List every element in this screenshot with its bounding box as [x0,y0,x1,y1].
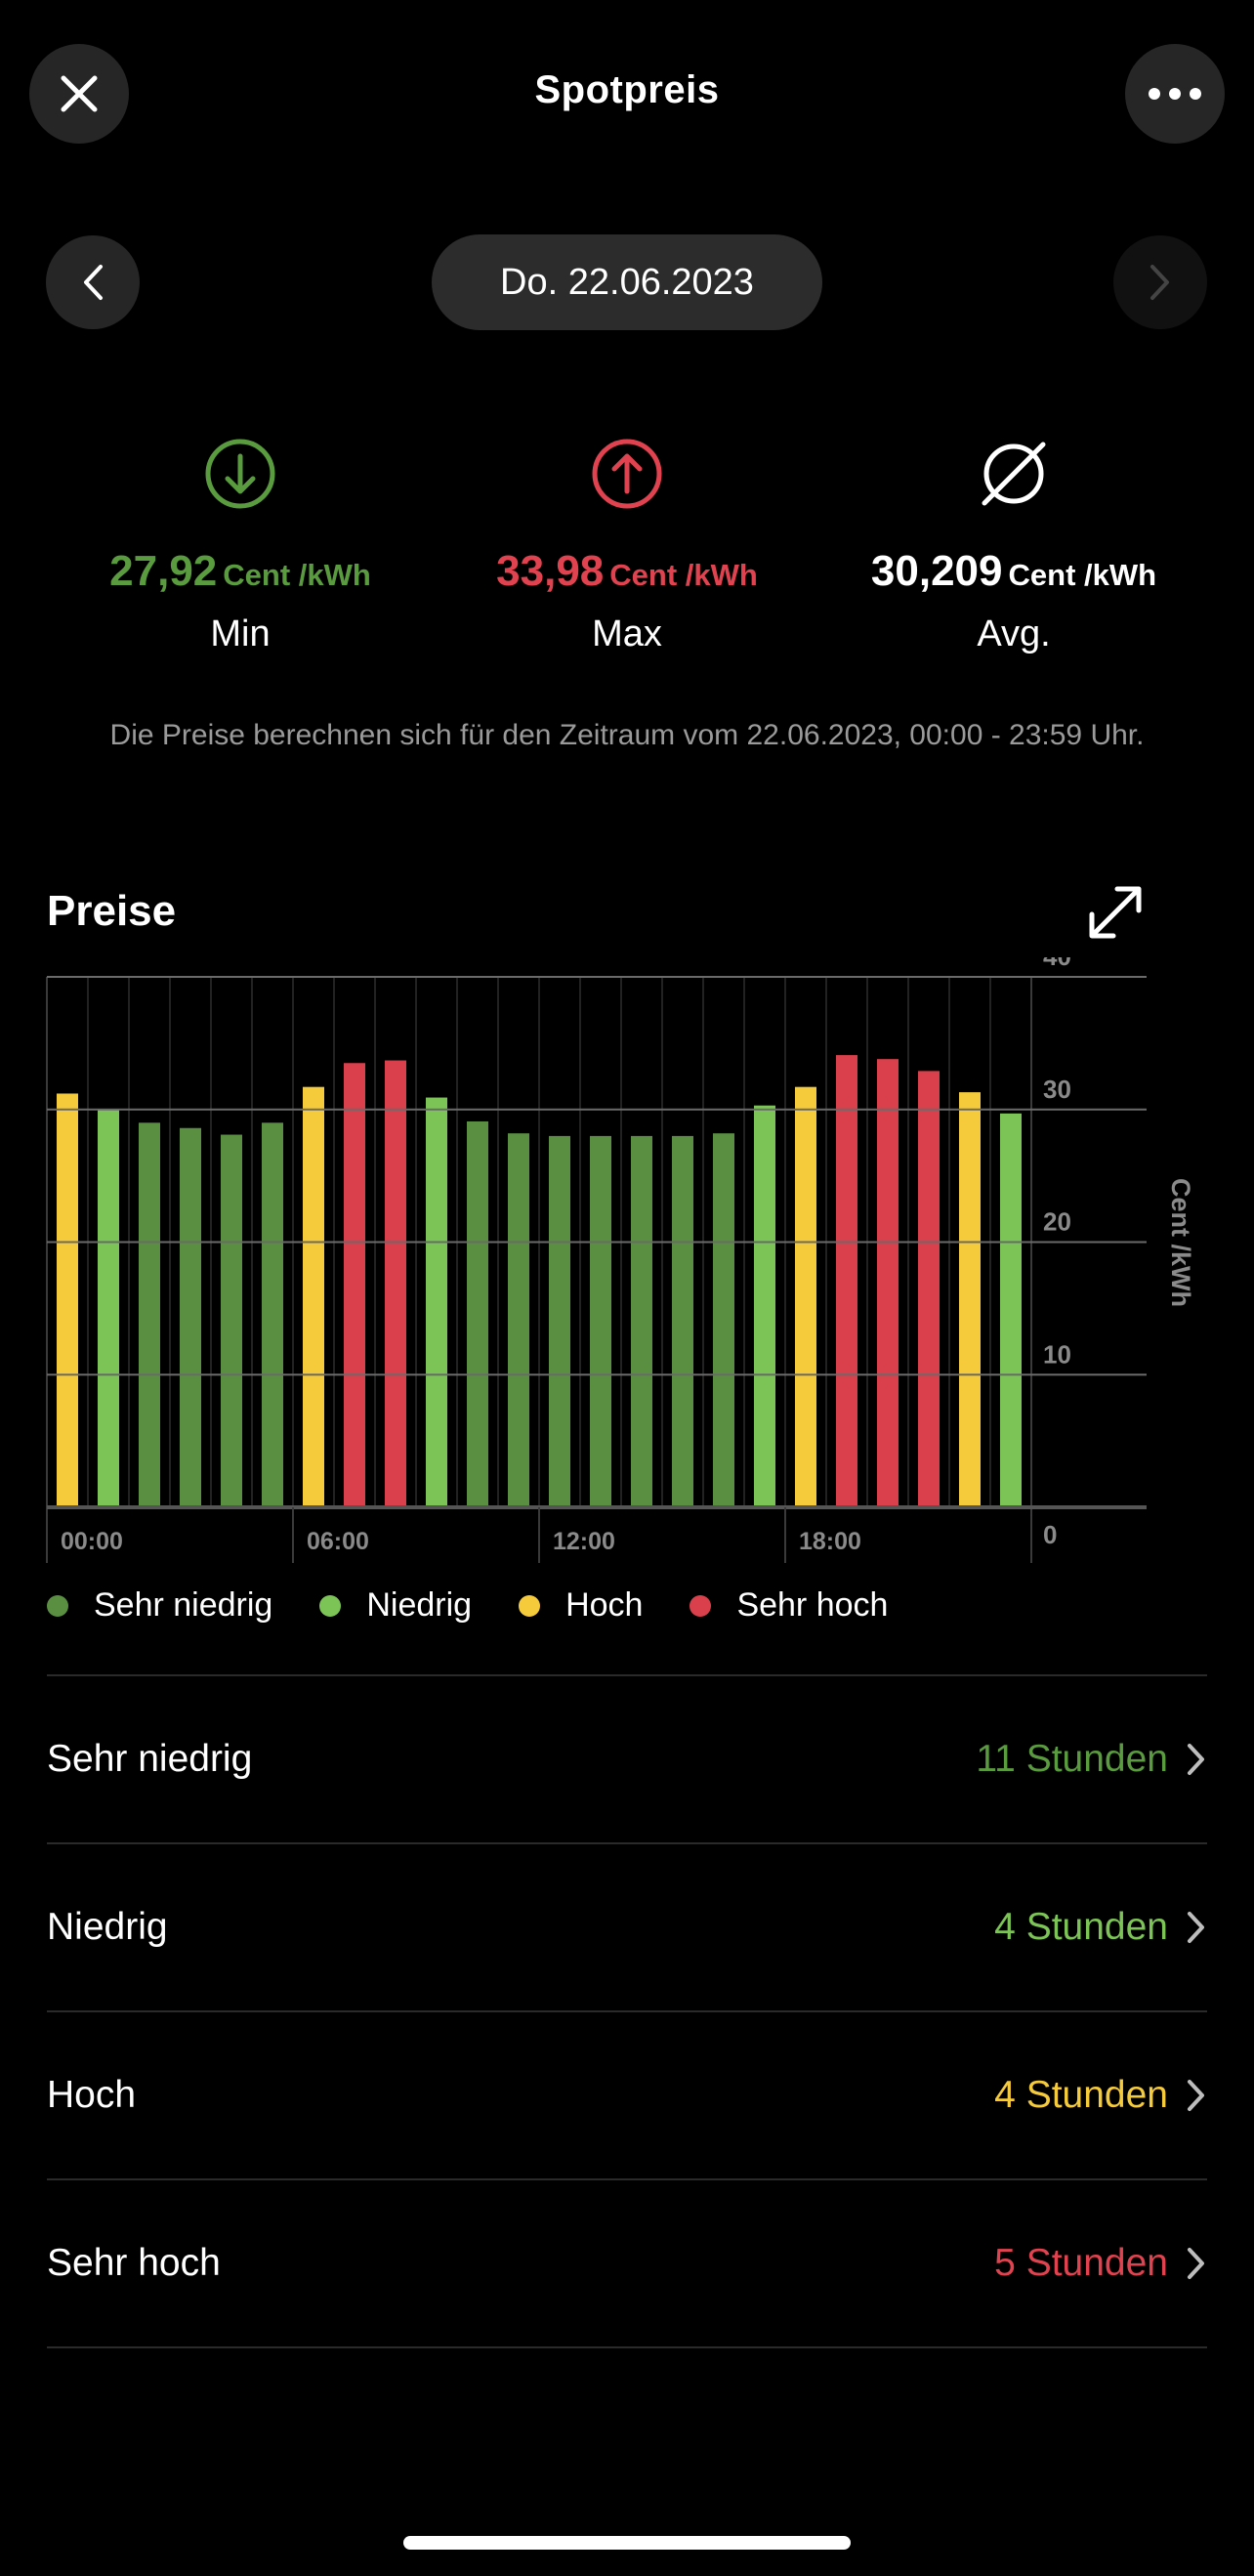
period-note: Die Preise berechnen sich für den Zeitra… [109,719,1145,751]
legend-item-niedrig: Niedrig [319,1586,472,1625]
more-options-button[interactable] [1125,44,1225,144]
summary-row-value: 4 Stunden [994,2074,1168,2116]
y-tick-label: 10 [1043,1339,1071,1369]
chart-bar [631,1135,652,1507]
legend-label: Hoch [565,1586,644,1624]
summary-row-label: Niedrig [47,1906,168,1948]
chart-bar [918,1071,940,1507]
more-icon [1149,88,1201,100]
legend-label: Sehr niedrig [94,1586,273,1624]
chart-bar [1000,1113,1022,1507]
summary-row-right: 5 Stunden [994,2242,1207,2285]
stat-avg-value: 30,209 [870,547,1003,595]
summary-row-label: Sehr hoch [47,2242,221,2284]
legend-label: Niedrig [366,1586,473,1624]
chevron-right-icon [1188,2248,1204,2279]
chart-bar [57,1093,78,1507]
chart-bar [221,1134,242,1507]
x-tick-label: 12:00 [553,1528,615,1555]
summary-row[interactable]: Hoch 4 Stunden [47,2010,1207,2178]
chart-bar [385,1060,406,1507]
legend-dot [690,1594,712,1617]
chevron-right-icon [1188,2080,1204,2111]
chart-bar [139,1122,160,1507]
chart-bar [549,1135,570,1507]
chart-bar [467,1120,488,1507]
legend-item-hoch: Hoch [519,1586,643,1625]
summary-row-right: 4 Stunden [994,2074,1207,2117]
chart-legend: Sehr niedrig Niedrig Hoch Sehr hoch [47,1586,935,1625]
next-day-button[interactable] [1113,235,1207,329]
chart-bar [672,1135,693,1507]
stat-min-unit: Cent /kWh [223,558,371,592]
summary-row-right: 11 Stunden [976,1738,1207,1781]
stat-min-label: Min [210,613,271,655]
y-tick-label: 40 [1043,957,1071,971]
x-tick-label: 00:00 [61,1528,123,1555]
stat-max-value: 33,98 [496,547,605,595]
chart-bar [508,1133,529,1507]
legend-dot [319,1594,342,1617]
legend-item-sehr-hoch: Sehr hoch [690,1586,888,1625]
stat-avg: 30,209 Cent /kWh Avg. [809,430,1219,655]
legend-dot [47,1594,68,1617]
summary-row[interactable]: Sehr niedrig 11 Stunden [47,1674,1207,1842]
chart-bar [754,1105,775,1507]
summary-row-value: 11 Stunden [976,1738,1168,1780]
arrow-up-circle-icon [592,439,662,509]
chart-bar [959,1092,981,1507]
price-chart: 0 10 20 30 40 00:00 06:00 12:00 18:00 Cent /kWh [46,957,1195,1563]
chart-bar [426,1097,447,1507]
chart-bar [590,1135,611,1507]
x-tick-label: 06:00 [307,1528,369,1555]
page-title: Spotpreis [534,68,720,111]
summary-list: Sehr niedrig 11 Stunden Niedrig 4 Stunden Ho… [47,1674,1207,2348]
chevron-left-icon [84,265,103,300]
close-button[interactable] [29,44,129,144]
y-tick-label: 30 [1043,1075,1071,1104]
previous-day-button[interactable] [46,235,140,329]
summary-row[interactable]: Sehr hoch 5 Stunden [47,2178,1207,2348]
close-icon [61,75,98,112]
summary-row-value: 4 Stunden [994,1906,1168,1948]
summary-row-label: Sehr niedrig [47,1738,253,1780]
stat-max-unit: Cent /kWh [609,558,758,592]
chevron-right-icon [1150,265,1169,300]
summary-row-value: 5 Stunden [994,2242,1168,2284]
chart-bar [98,1109,119,1507]
chevron-right-icon [1188,1912,1204,1943]
summary-row-right: 4 Stunden [994,1906,1207,1949]
summary-row-label: Hoch [47,2074,137,2116]
chart-bar [795,1086,816,1507]
date-selector[interactable]: Do. 22.06.2023 [432,234,822,330]
x-tick-label: 18:00 [799,1528,861,1555]
chart-bar [180,1127,201,1507]
home-indicator [403,2536,851,2550]
stat-max-label: Max [592,613,662,655]
arrow-down-circle-icon [205,439,275,509]
y-tick-label: 20 [1043,1207,1071,1237]
legend-item-sehr-niedrig: Sehr niedrig [47,1586,272,1625]
stat-avg-label: Avg. [977,613,1051,655]
section-title: Preise [47,887,177,935]
chevron-right-icon [1188,1744,1204,1775]
y-tick-label: 0 [1043,1520,1057,1549]
y-axis-label: Cent /kWh [1166,1178,1195,1307]
expand-icon[interactable] [1084,881,1147,944]
summary-row[interactable]: Niedrig 4 Stunden [47,1842,1207,2010]
stat-min: 27,92 Cent /kWh Min [35,430,445,655]
chart-bar [344,1063,365,1507]
average-icon [982,442,1046,506]
legend-dot [519,1594,541,1617]
chart-bar [713,1133,734,1507]
chart-bar [836,1055,857,1507]
chart-bar [877,1059,899,1507]
stat-max: 33,98 Cent /kWh Max [422,430,832,655]
stat-min-value: 27,92 [109,547,218,595]
chart-bar [303,1086,324,1507]
legend-label: Sehr hoch [736,1586,889,1624]
stat-avg-unit: Cent /kWh [1008,558,1157,592]
chart-bar [262,1122,283,1507]
